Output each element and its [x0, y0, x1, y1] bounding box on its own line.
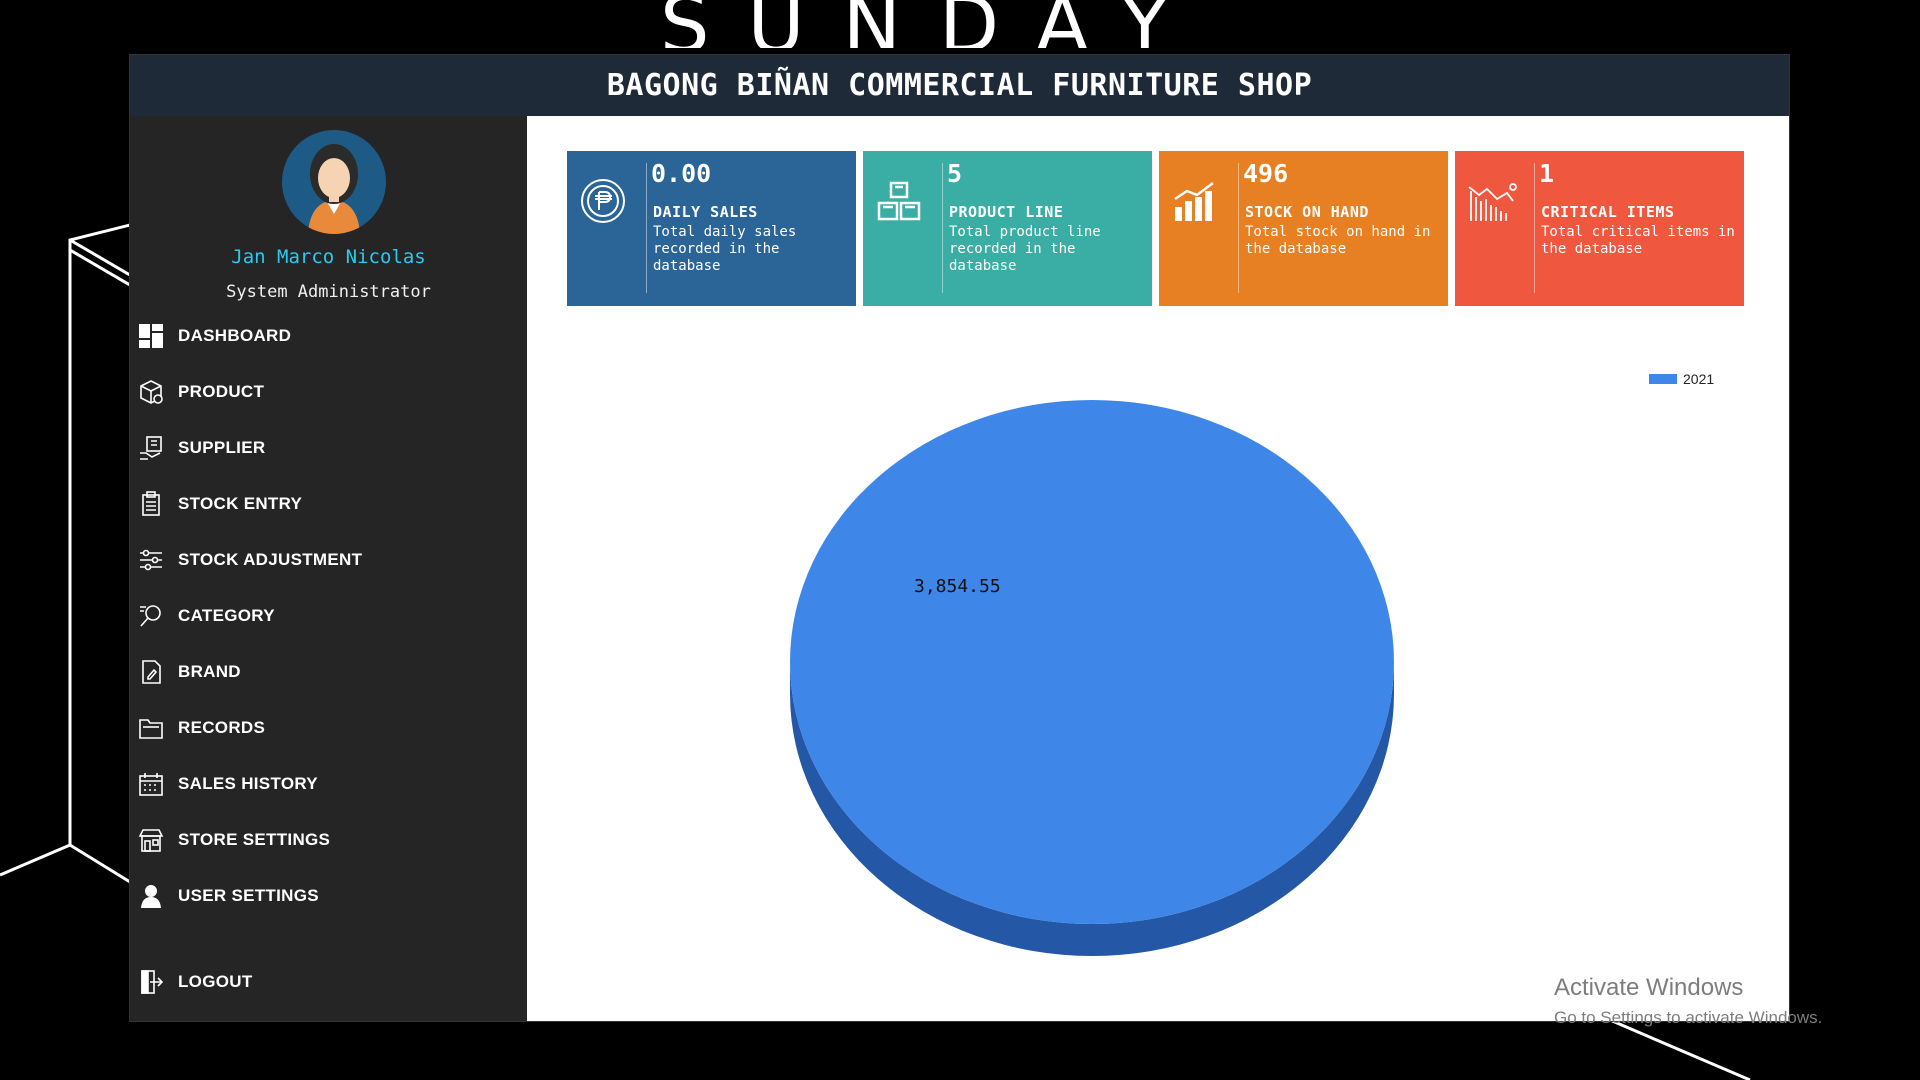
card-value: 1 [1539, 159, 1555, 188]
avatar [282, 130, 386, 234]
calendar-icon [136, 769, 166, 799]
bar-chart-icon [1171, 177, 1225, 231]
nav-brand[interactable]: BRAND [130, 650, 527, 694]
legend-label: 2021 [1683, 371, 1715, 387]
card-divider [1238, 163, 1239, 293]
user-name: Jan Marco Nicolas [231, 246, 426, 268]
card-value: 496 [1243, 159, 1289, 188]
card-description: Total daily sales recorded in the databa… [653, 224, 797, 274]
activation-watermark-title: Activate Windows [1554, 974, 1744, 1001]
chart-legend: 2021 [1649, 371, 1714, 387]
dashboard-icon [136, 321, 166, 351]
nav-label: CATEGORY [178, 606, 275, 625]
nav-label: STOCK ENTRY [178, 494, 303, 513]
pie-slice-label: 3,854.55 [914, 576, 1001, 597]
clipboard-icon [136, 489, 166, 519]
card-title: STOCK ON HAND [1245, 203, 1369, 221]
user-role: System Administrator [226, 282, 431, 302]
nav-stock-entry[interactable]: STOCK ENTRY [130, 482, 527, 526]
category-search-icon [136, 601, 166, 631]
nav-category[interactable]: CATEGORY [130, 594, 527, 638]
nav-records[interactable]: RECORDS [130, 706, 527, 750]
nav-stock-adjustment[interactable]: STOCK ADJUSTMENT [130, 538, 527, 582]
card-value: 5 [947, 159, 963, 188]
activation-watermark-subtitle: Go to Settings to activate Windows. [1554, 1008, 1823, 1027]
card-divider [1534, 163, 1535, 293]
nav-label: LOGOUT [178, 972, 253, 991]
supplier-icon [136, 433, 166, 463]
logout-icon [136, 967, 166, 997]
nav-label: DASHBOARD [178, 326, 292, 345]
card-product-line[interactable]: 5 PRODUCT LINE Total product line record… [863, 151, 1152, 306]
app-window: BAGONG BIÑAN COMMERCIAL FURNITURE SHOP J… [130, 55, 1789, 1021]
declining-chart-icon [1467, 177, 1521, 231]
sidebar: Jan Marco Nicolas System Administrator D… [130, 116, 527, 1021]
card-critical-items[interactable]: 1 CRITICAL ITEMS Total critical items in… [1455, 151, 1744, 306]
product-box-icon [136, 377, 166, 407]
card-title: PRODUCT LINE [949, 203, 1064, 221]
nav-label: USER SETTINGS [178, 886, 319, 905]
pie-slice[interactable] [790, 400, 1394, 924]
nav-label: PRODUCT [178, 382, 265, 401]
card-divider [942, 163, 943, 293]
records-folder-icon [136, 713, 166, 743]
nav-store-settings[interactable]: STORE SETTINGS [130, 818, 527, 862]
nav-product[interactable]: PRODUCT [130, 370, 527, 414]
nav-label: STOCK ADJUSTMENT [178, 550, 363, 569]
boxes-icon [875, 177, 929, 231]
user-icon [136, 881, 166, 911]
brand-title: SUNDAY [660, 0, 1207, 48]
card-divider [646, 163, 647, 293]
window-title: BAGONG BIÑAN COMMERCIAL FURNITURE SHOP [130, 55, 1789, 116]
card-description: Total stock on hand in the database [1245, 224, 1431, 257]
brand-document-icon [136, 657, 166, 687]
sliders-icon [136, 545, 166, 575]
peso-coin-icon [579, 177, 633, 231]
nav-user-settings[interactable]: USER SETTINGS [130, 874, 527, 918]
card-title: DAILY SALES [653, 203, 758, 221]
nav-label: BRAND [178, 662, 241, 681]
nav-label: STORE SETTINGS [178, 830, 331, 849]
card-stock-on-hand[interactable]: 496 STOCK ON HAND Total stock on hand in… [1159, 151, 1448, 306]
card-value: 0.00 [651, 159, 712, 188]
card-description: Total product line recorded in the datab… [949, 224, 1101, 274]
nav-label: SUPPLIER [178, 438, 266, 457]
card-description: Total critical items in the database [1541, 224, 1735, 257]
pie-chart: 3,854.55 [790, 400, 1394, 956]
nav-label: RECORDS [178, 718, 266, 737]
nav-supplier[interactable]: SUPPLIER [130, 426, 527, 470]
legend-swatch [1649, 374, 1677, 384]
card-title: CRITICAL ITEMS [1541, 203, 1675, 221]
store-icon [136, 825, 166, 855]
nav-label: SALES HISTORY [178, 774, 318, 793]
nav-dashboard[interactable]: DASHBOARD [130, 314, 527, 358]
nav-logout[interactable]: LOGOUT [130, 960, 527, 1004]
card-daily-sales[interactable]: 0.00 DAILY SALES Total daily sales recor… [567, 151, 856, 306]
nav-sales-history[interactable]: SALES HISTORY [130, 762, 527, 806]
